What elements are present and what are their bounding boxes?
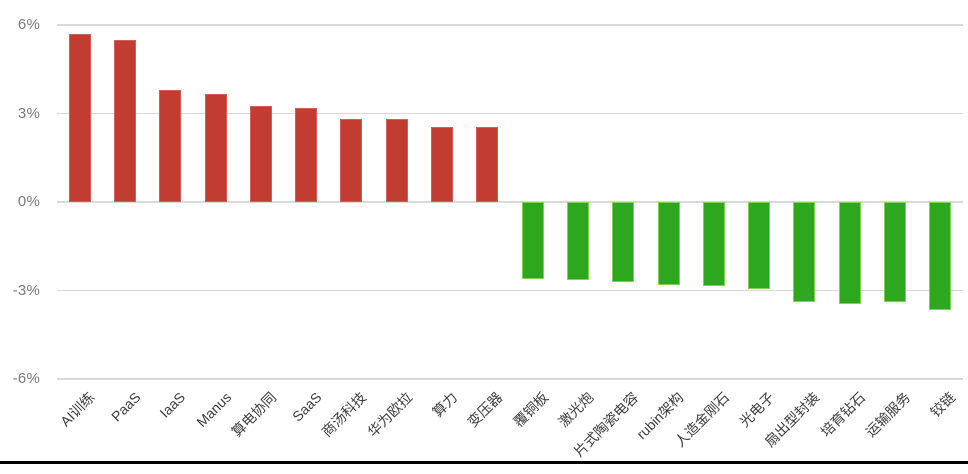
category-label: 华为欧拉 — [364, 389, 416, 440]
bar — [340, 119, 363, 202]
y-tick-label: -6% — [12, 370, 40, 387]
bar — [249, 106, 272, 202]
category-label: SaaS — [288, 389, 325, 425]
bar — [929, 202, 952, 310]
gridline — [57, 201, 963, 203]
bar — [159, 89, 182, 202]
category-label: 铰链 — [927, 389, 959, 421]
bar — [566, 202, 589, 281]
category-label: 商汤科技 — [318, 389, 370, 440]
category-label: 激光炮 — [555, 389, 597, 431]
gridline — [57, 24, 963, 26]
bar — [295, 107, 318, 202]
y-tick-label: 0% — [17, 193, 40, 210]
bottom-border-line — [0, 461, 968, 464]
category-label: 覆铜板 — [509, 389, 551, 431]
bar — [884, 202, 907, 303]
y-tick-label: 6% — [17, 16, 40, 33]
bar — [521, 202, 544, 279]
category-label: Manus — [192, 389, 234, 431]
category-label: 变压器 — [464, 389, 506, 431]
bar — [793, 202, 816, 303]
bar — [657, 202, 680, 285]
y-tick-label: -3% — [12, 281, 40, 299]
bar — [476, 126, 499, 202]
gridline — [57, 112, 963, 115]
bar — [838, 202, 861, 304]
category-label: 运输服务 — [862, 389, 914, 440]
bar — [612, 202, 635, 282]
category-label: AI训练 — [57, 389, 98, 430]
category-label: 算力 — [429, 389, 461, 421]
category-label: PaaS — [107, 389, 144, 425]
bar — [113, 39, 136, 202]
category-label: IaaS — [156, 389, 189, 421]
bar — [204, 94, 227, 202]
gridline — [57, 378, 963, 380]
bar — [385, 119, 408, 202]
bar — [431, 126, 454, 202]
bar — [748, 202, 771, 290]
y-tick-label: 3% — [17, 104, 40, 122]
bar — [68, 33, 91, 202]
gridline — [57, 289, 963, 292]
category-label: 光电子 — [736, 389, 778, 431]
category-label: 算电协同 — [228, 389, 280, 440]
category-label: 培育钻石 — [817, 389, 869, 440]
bar — [702, 202, 725, 287]
